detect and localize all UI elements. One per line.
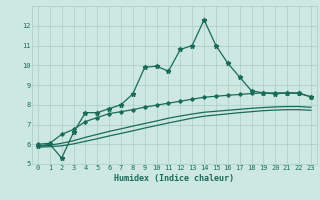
X-axis label: Humidex (Indice chaleur): Humidex (Indice chaleur) [115,174,234,183]
